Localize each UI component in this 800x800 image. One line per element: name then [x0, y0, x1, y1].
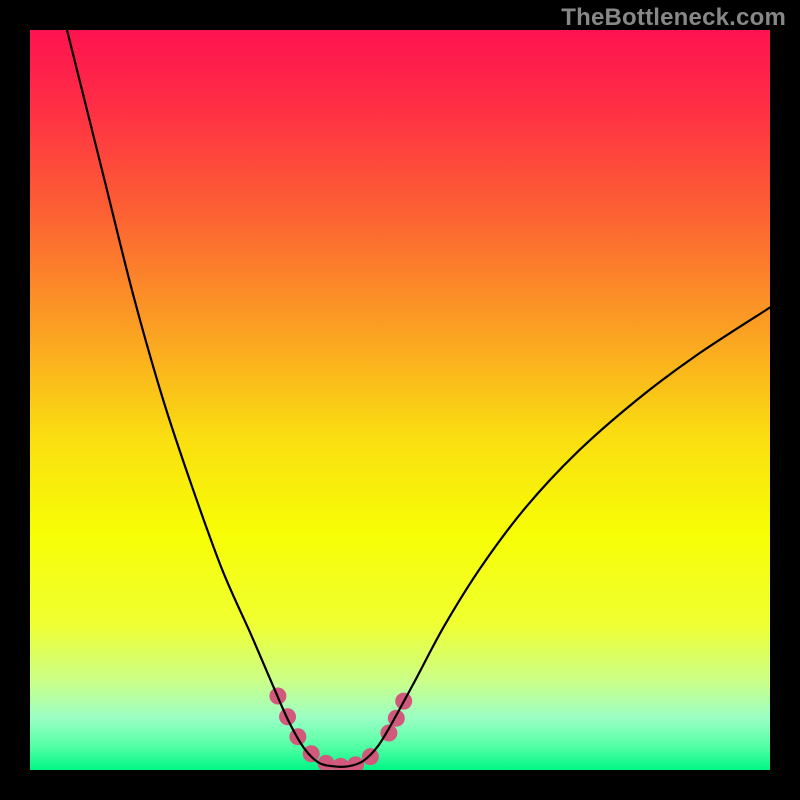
marker-point: [303, 745, 320, 762]
watermark-text: TheBottleneck.com: [561, 4, 786, 32]
marker-point: [362, 748, 379, 765]
plot-area: [30, 30, 770, 770]
gradient-background: [30, 30, 770, 770]
chart-frame: TheBottleneck.com: [0, 0, 800, 800]
curve-chart: [30, 30, 770, 770]
